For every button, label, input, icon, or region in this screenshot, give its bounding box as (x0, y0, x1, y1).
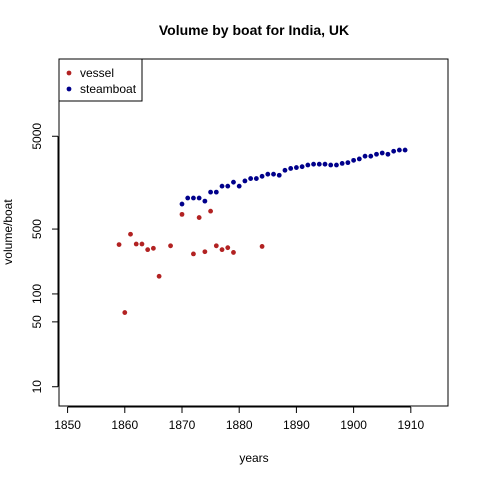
vessel-point (156, 273, 162, 279)
steamboat-point (402, 147, 408, 153)
steamboat-point (396, 147, 402, 153)
steamboat-point (305, 162, 311, 168)
steamboat-point (213, 189, 219, 195)
data-points (116, 147, 408, 315)
x-tick-label: 1870 (169, 418, 196, 432)
x-tick-label: 1860 (111, 418, 138, 432)
steamboat-point (379, 150, 385, 156)
steamboat-point (196, 195, 202, 201)
steamboat-point (294, 165, 299, 170)
steamboat-point (265, 171, 271, 177)
steamboat-point (259, 173, 265, 179)
vessel-point (225, 245, 231, 251)
x-tick-label: 1910 (397, 418, 424, 432)
vessel-point (168, 243, 173, 249)
vessel-point (122, 310, 128, 315)
steamboat-point (202, 198, 208, 204)
y-axis: 10 50 100 500 5000 (30, 123, 59, 394)
steamboat-point (391, 148, 397, 154)
y-tick-label: 5000 (30, 123, 44, 150)
steamboat-point (179, 201, 185, 207)
legend-marker-vessel (66, 70, 72, 76)
x-axis-label: years (239, 451, 268, 465)
steamboat-point (219, 183, 225, 189)
steamboat-point (316, 161, 322, 167)
steamboat-point (345, 160, 351, 166)
steamboat-point (253, 176, 259, 181)
vessel-point (179, 211, 185, 217)
steamboat-point (231, 179, 236, 185)
vessel-point (139, 241, 145, 247)
steamboat-point (328, 162, 334, 168)
y-tick-label: 500 (30, 219, 44, 239)
steamboat-point (368, 153, 374, 159)
vessel-point (150, 245, 156, 251)
vessel-point (145, 247, 151, 253)
steamboat-point (225, 183, 231, 189)
x-tick-label: 1890 (283, 418, 310, 432)
steamboat-point (288, 166, 294, 171)
y-tick-label: 10 (30, 380, 44, 394)
steamboat-point (208, 189, 213, 195)
y-tick-label: 100 (30, 284, 44, 304)
x-tick-label: 1880 (226, 418, 253, 432)
steamboat-point (185, 195, 191, 201)
plot-frame (58, 58, 449, 407)
steamboat-point (248, 176, 254, 181)
steamboat-point (271, 171, 276, 177)
steamboat-point (339, 160, 345, 166)
vessel-point (213, 243, 219, 249)
legend-marker-steamboat (66, 86, 72, 92)
legend: vessel steamboat (58, 58, 143, 102)
steamboat-point (276, 172, 282, 178)
legend-label-vessel: vessel (80, 66, 114, 80)
steamboat-point (351, 157, 357, 163)
chart-title: Volume by boat for India, UK (159, 22, 349, 38)
steamboat-point (282, 167, 288, 173)
vessel-point (208, 208, 213, 214)
vessel-point (219, 247, 225, 253)
steamboat-point (362, 153, 368, 159)
vessel-point (128, 231, 133, 237)
vessel-point (202, 249, 208, 255)
vessel-point (116, 242, 122, 248)
legend-label-steamboat: steamboat (80, 82, 137, 96)
x-tick-label: 1900 (340, 418, 367, 432)
x-axis: 1850 1860 1870 1880 1890 1900 1910 (54, 406, 424, 432)
x-tick-label: 1850 (54, 418, 81, 432)
vessel-point (196, 215, 202, 220)
steamboat-point (242, 178, 248, 184)
steamboat-point (191, 195, 196, 201)
steamboat-point (374, 151, 379, 157)
vessel-point (259, 244, 265, 249)
vessel-point (133, 241, 139, 247)
legend-box (58, 58, 143, 102)
steamboat-point (311, 161, 316, 167)
steamboat-point (356, 156, 362, 162)
steamboat-point (299, 164, 305, 170)
y-tick-label: 50 (30, 315, 44, 329)
y-axis-label: volume/boat (1, 199, 15, 265)
steamboat-point (385, 151, 391, 157)
steamboat-point (334, 162, 339, 168)
vessel-point (191, 251, 196, 257)
vessel-point (231, 250, 236, 255)
steamboat-point (236, 183, 242, 189)
steamboat-point (322, 161, 328, 167)
